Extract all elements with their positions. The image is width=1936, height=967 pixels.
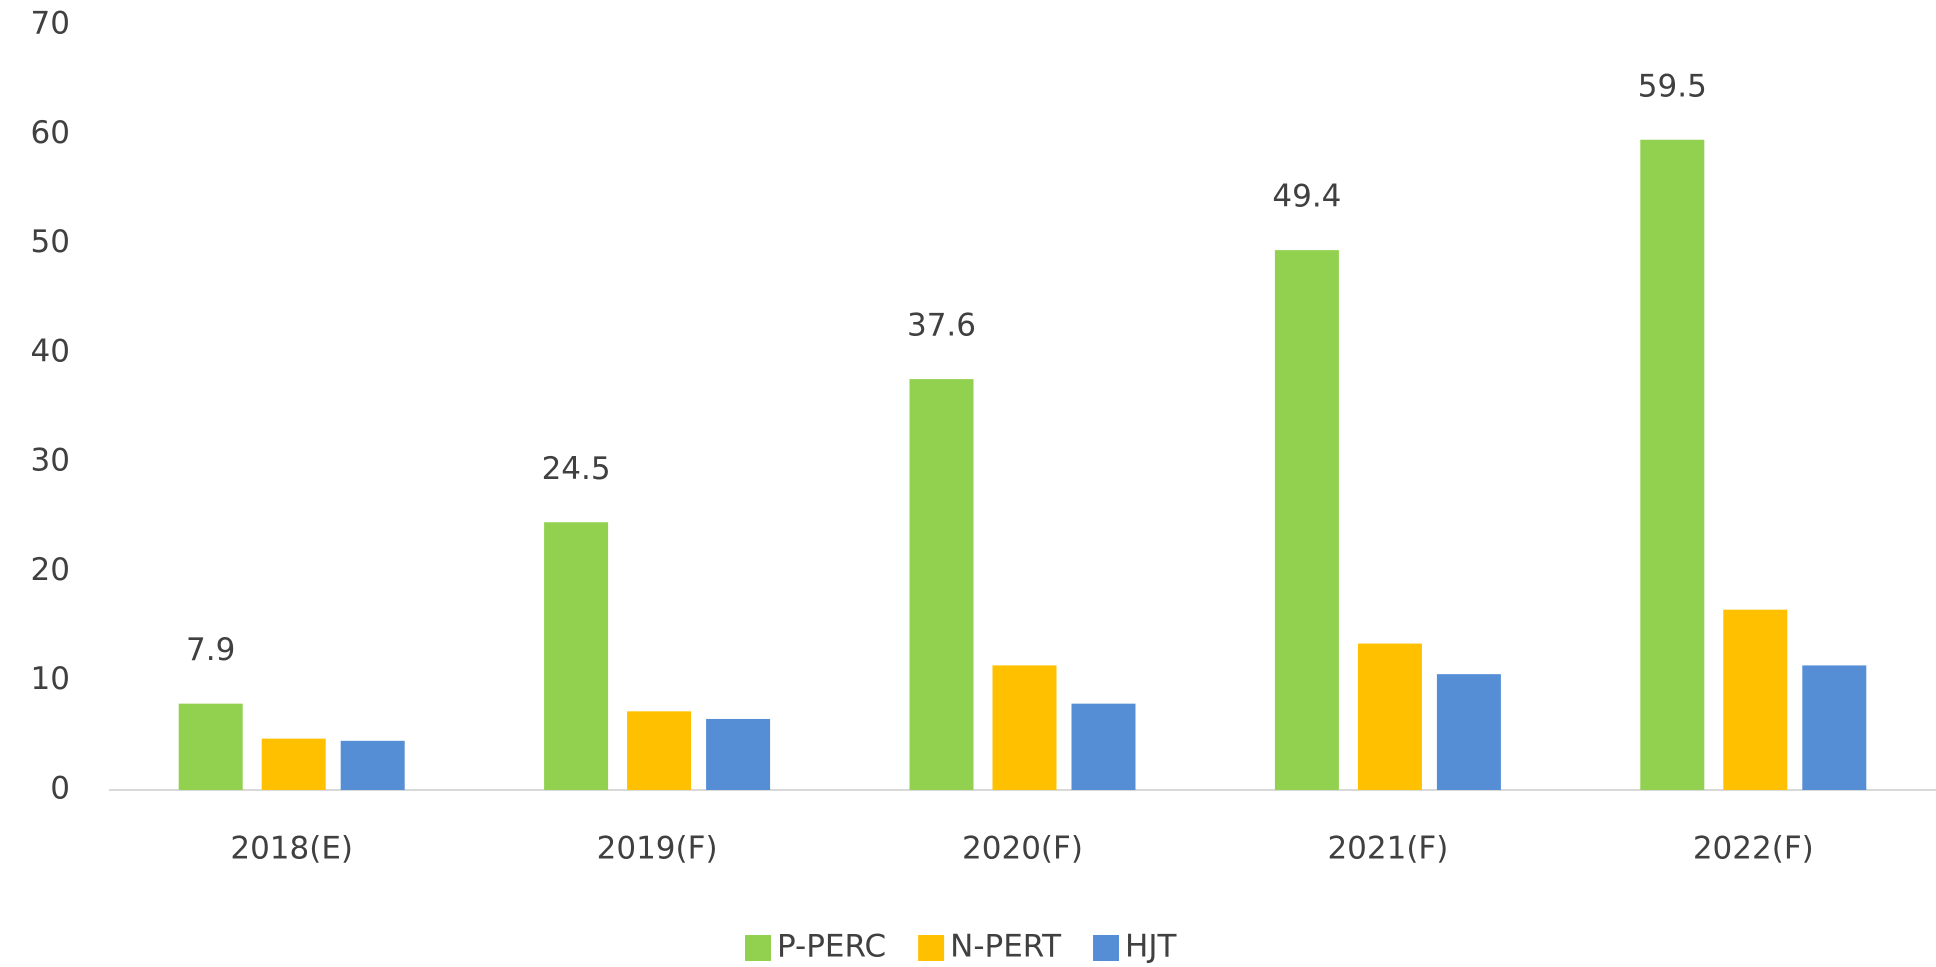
bar xyxy=(1723,609,1788,790)
legend-label: P-PERC xyxy=(777,929,886,965)
bar xyxy=(1802,665,1867,790)
data-label: 7.9 xyxy=(186,632,235,668)
bar xyxy=(909,379,974,790)
legend-swatch xyxy=(745,935,771,961)
y-tick-label: 0 xyxy=(50,771,70,807)
legend-label: HJT xyxy=(1125,929,1177,965)
bar xyxy=(1071,703,1136,790)
data-label: 24.5 xyxy=(542,451,611,487)
x-tick-label: 2021(F) xyxy=(1327,831,1448,867)
legend-swatch xyxy=(918,935,945,961)
y-tick-label: 60 xyxy=(31,115,70,151)
y-tick-label: 20 xyxy=(31,552,70,588)
y-tick-label: 40 xyxy=(31,333,70,369)
legend-swatch xyxy=(1093,935,1120,961)
bar xyxy=(1274,250,1339,791)
x-tick-label: 2020(F) xyxy=(962,831,1083,867)
bar xyxy=(178,703,243,790)
y-tick-label: 10 xyxy=(31,661,70,697)
bar xyxy=(1357,643,1422,790)
x-tick-label: 2019(F) xyxy=(597,831,718,867)
bar xyxy=(340,740,405,790)
data-label: 49.4 xyxy=(1272,179,1341,215)
bar xyxy=(627,711,692,790)
bar xyxy=(261,738,326,790)
x-tick-label: 2018(E) xyxy=(230,831,353,867)
legend-label: N-PERT xyxy=(950,929,1062,965)
y-tick-label: 70 xyxy=(31,6,70,42)
y-tick-label: 30 xyxy=(31,443,70,479)
data-label: 59.5 xyxy=(1638,68,1707,104)
x-tick-label: 2022(F) xyxy=(1693,831,1814,867)
bar xyxy=(706,718,771,790)
bar xyxy=(1640,139,1705,790)
bar xyxy=(1436,674,1501,790)
bar xyxy=(544,522,609,790)
data-label: 37.6 xyxy=(907,308,976,344)
y-tick-label: 50 xyxy=(31,224,70,260)
bar xyxy=(992,665,1057,790)
